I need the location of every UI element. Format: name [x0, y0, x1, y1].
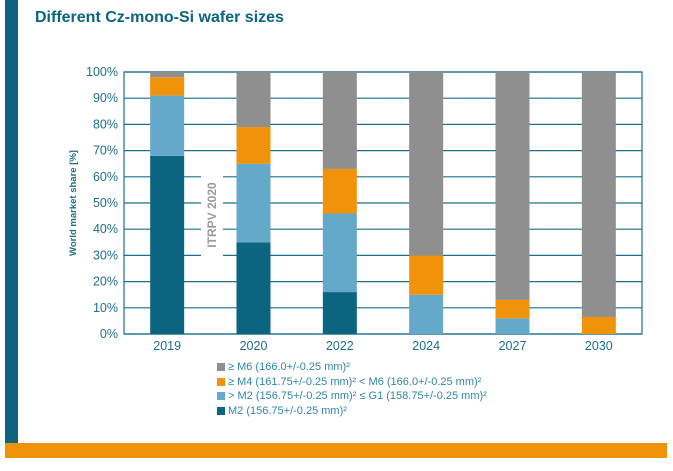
- legend-label: ≥ M4 (161.75+/-0.25 mm)² < M6 (166.0+/-0…: [228, 375, 482, 388]
- y-tick-label: 80%: [93, 117, 118, 131]
- legend-swatch: [217, 377, 225, 386]
- bar-segment: [495, 318, 530, 334]
- x-tick-label: 2027: [499, 339, 527, 353]
- legend-label: M2 (156.75+/-0.25 mm)²: [228, 404, 347, 417]
- bar-segment: [581, 72, 616, 317]
- bar-segment: [581, 316, 616, 334]
- bar-segment: [236, 72, 271, 128]
- annotation-box: [201, 174, 223, 256]
- bar-segment: [322, 72, 357, 169]
- bar-segment: [495, 299, 530, 319]
- legend-label: ≥ M6 (166.0+/-0.25 mm)²: [228, 361, 350, 373]
- bar-segment: [409, 255, 444, 295]
- bar-segment: [236, 242, 271, 334]
- bar-segment: [150, 95, 185, 156]
- legend-item: M2 (156.75+/-0.25 mm)²: [217, 404, 487, 419]
- bar-segment: [236, 127, 271, 164]
- legend-swatch: [217, 363, 225, 372]
- bar-segment: [409, 72, 444, 256]
- y-tick-label: 10%: [93, 301, 118, 315]
- plot-frame: [123, 71, 643, 335]
- legend-item: > M2 (156.75+/-0.25 mm)² ≤ G1 (158.75+/-…: [217, 389, 487, 404]
- y-tick-label: 100%: [86, 65, 118, 79]
- y-tick-label: 50%: [93, 196, 118, 210]
- legend-label: > M2 (156.75+/-0.25 mm)² ≤ G1 (158.75+/-…: [228, 390, 487, 402]
- legend-item: ≥ M6 (166.0+/-0.25 mm)²: [217, 360, 487, 375]
- y-tick-label: 90%: [93, 91, 118, 105]
- legend-swatch: [217, 406, 225, 415]
- bar-segment: [322, 168, 357, 214]
- x-tick-label: 2019: [153, 339, 181, 353]
- bar-segment: [322, 292, 357, 334]
- y-tick-label: 40%: [93, 222, 118, 236]
- bar-segment: [150, 77, 185, 96]
- bar-segment: [409, 294, 444, 334]
- legend: ≥ M6 (166.0+/-0.25 mm)² ≥ M4 (161.75+/-0.…: [217, 360, 487, 418]
- y-axis-label: World market share [%]: [68, 150, 79, 256]
- left-accent-bar: [5, 0, 18, 443]
- y-tick-label: 0%: [100, 327, 118, 341]
- legend-item: ≥ M4 (161.75+/-0.25 mm)² < M6 (166.0+/-0…: [217, 375, 487, 390]
- x-tick-label: 2030: [585, 339, 613, 353]
- y-tick-label: 30%: [93, 248, 118, 262]
- x-tick-label: 2022: [326, 339, 354, 353]
- x-tick-label: 2020: [240, 339, 268, 353]
- bar-segment: [322, 213, 357, 293]
- bottom-accent-bar: [5, 443, 667, 458]
- bar-segment: [495, 72, 530, 300]
- y-tick-label: 60%: [93, 170, 118, 184]
- bar-segment: [150, 155, 185, 334]
- bar-segment: [150, 72, 185, 78]
- y-tick-label: 20%: [93, 275, 118, 289]
- bar-segment: [236, 163, 271, 243]
- legend-swatch: [217, 392, 225, 401]
- x-tick-label: 2024: [412, 339, 440, 353]
- itrpv-annotation: ITRPV 2020: [205, 182, 219, 248]
- page-title: Different Cz-mono-Si wafer sizes: [35, 9, 284, 26]
- y-tick-label: 70%: [93, 144, 118, 158]
